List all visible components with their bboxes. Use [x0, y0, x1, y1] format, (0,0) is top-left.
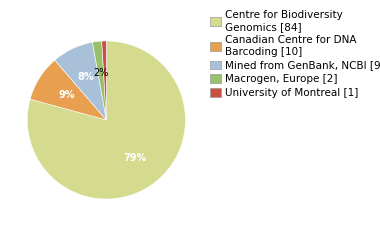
Text: 8%: 8% — [78, 72, 94, 82]
Wedge shape — [102, 41, 106, 120]
Text: 9%: 9% — [58, 90, 74, 100]
Wedge shape — [55, 42, 106, 120]
Wedge shape — [92, 41, 106, 120]
Legend: Centre for Biodiversity
Genomics [84], Canadian Centre for DNA
Barcoding [10], M: Centre for Biodiversity Genomics [84], C… — [211, 10, 380, 98]
Wedge shape — [30, 60, 106, 120]
Text: 2%: 2% — [93, 68, 108, 78]
Wedge shape — [27, 41, 185, 199]
Text: 79%: 79% — [124, 153, 147, 163]
